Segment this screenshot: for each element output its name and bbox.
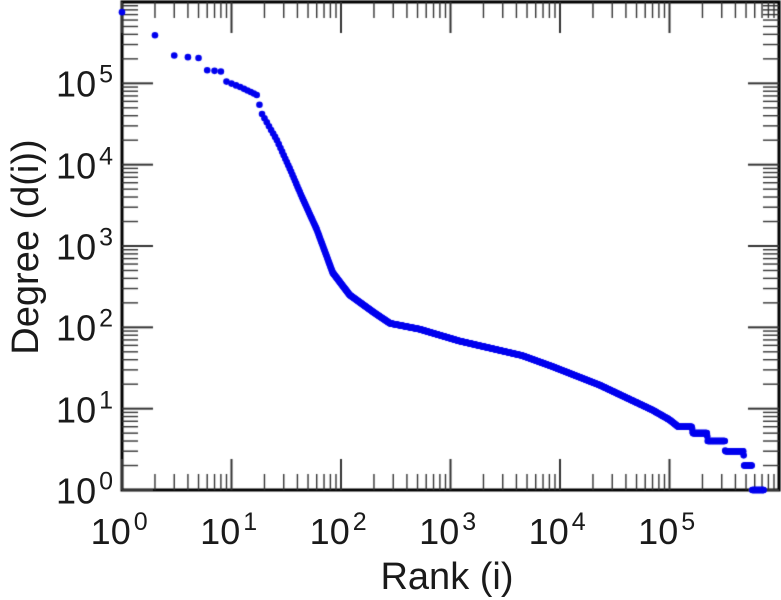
y-tick-label: 10 4 [56, 144, 113, 187]
tick-exponent: 1 [99, 386, 113, 415]
x-tick-label: 10 4 [528, 510, 586, 552]
tick-exponent: 0 [133, 508, 148, 536]
tick-base: 10 [528, 511, 569, 552]
y-tick-label: 10 3 [56, 225, 113, 268]
tick-base: 10 [638, 511, 679, 552]
x-tick-label: 10 2 [309, 510, 367, 552]
y-tick-label: 10 0 [56, 469, 113, 512]
tick-exponent: 5 [681, 508, 696, 536]
tick-base: 10 [419, 511, 460, 552]
tick-exponent: 2 [99, 304, 113, 333]
tick-base: 10 [56, 307, 97, 349]
tick-base: 10 [56, 226, 97, 268]
tick-exponent: 1 [243, 508, 258, 536]
x-tick-label: 10 5 [638, 510, 695, 552]
x-tick-label: 10 0 [90, 510, 148, 552]
tick-base: 10 [56, 145, 97, 187]
tick-base: 10 [200, 511, 241, 552]
tick-exponent: 4 [571, 508, 586, 536]
y-axis-title: Degree (d(i)) [5, 139, 47, 355]
tick-exponent: 0 [99, 467, 113, 496]
tick-base: 10 [56, 389, 97, 431]
tick-base: 10 [90, 511, 131, 552]
tick-base: 10 [56, 470, 97, 512]
y-tick-label: 10 5 [56, 62, 113, 105]
x-tick-label: 10 3 [419, 510, 476, 552]
x-tick-label: 10 1 [200, 510, 257, 552]
y-tick-label: 10 2 [56, 306, 113, 349]
tick-base: 10 [309, 511, 350, 552]
y-tick-label: 10 1 [56, 388, 113, 431]
tick-base: 10 [56, 63, 97, 105]
x-axis-title: Rank (i) [380, 556, 514, 598]
tick-exponent: 3 [99, 223, 113, 252]
tick-exponent: 3 [462, 508, 477, 536]
tick-exponent: 5 [99, 60, 113, 89]
tick-exponent: 2 [352, 508, 367, 536]
tick-exponent: 4 [99, 142, 113, 171]
